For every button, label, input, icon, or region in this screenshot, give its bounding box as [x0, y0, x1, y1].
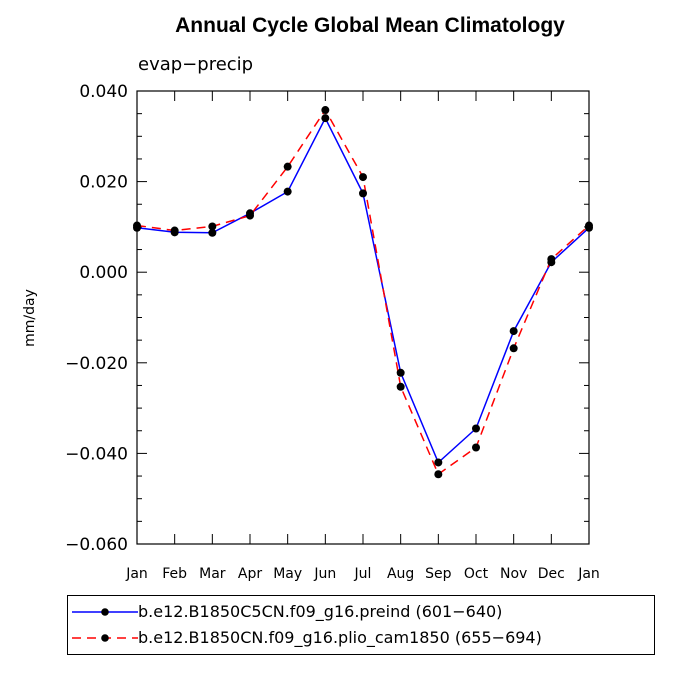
y-tick-label: 0.040 — [79, 82, 128, 102]
x-tick-label: May — [273, 566, 302, 582]
x-tick-label: Feb — [162, 566, 187, 582]
y-tick-label: 0.000 — [79, 263, 128, 283]
x-tick-label: Jan — [577, 566, 600, 582]
x-tick-label: Dec — [538, 566, 565, 582]
data-point-2 — [359, 173, 367, 182]
data-point-1 — [434, 458, 443, 467]
y-tick-label: −0.040 — [65, 444, 128, 464]
data-point-2 — [321, 106, 330, 115]
data-point-2 — [133, 221, 141, 230]
y-tick-label: −0.060 — [65, 535, 128, 555]
x-tick-label: Oct — [464, 566, 489, 582]
x-tick-label: Jul — [354, 566, 372, 582]
legend-item-1: b.e12.B1850C5CN.f09_g16.preind (601−640) — [68, 601, 654, 623]
series-layer — [133, 106, 593, 479]
x-tick-label: Mar — [199, 566, 226, 582]
data-point-1 — [396, 368, 405, 377]
legend-label-1: b.e12.B1850C5CN.f09_g16.preind (601−640) — [138, 602, 503, 621]
y-tick-label: −0.020 — [65, 354, 128, 374]
data-point-1 — [472, 424, 480, 433]
x-tick-label: Nov — [500, 566, 527, 582]
data-point-2 — [283, 162, 292, 171]
data-point-2 — [246, 211, 254, 220]
chart-subtitle: evap−precip — [138, 54, 254, 75]
x-tick-label: Sep — [425, 566, 452, 582]
y-tick-label: 0.020 — [79, 173, 128, 193]
data-point-2 — [208, 222, 217, 231]
data-point-2 — [170, 226, 179, 235]
data-point-1 — [283, 187, 292, 196]
data-point-2 — [396, 382, 405, 391]
legend: b.e12.B1850C5CN.f09_g16.preind (601−640)… — [67, 595, 655, 655]
legend-item-2: b.e12.B1850CN.f09_g16.plio_cam1850 (655−… — [68, 627, 654, 649]
chart-title: Annual Cycle Global Mean Climatology — [175, 14, 565, 37]
plot-area: −0.060 −0.040 −0.020 0.000 0.020 0.040 Jan Feb… — [65, 82, 600, 582]
x-tick-label: Jan — [125, 566, 148, 582]
data-point-2 — [585, 221, 593, 230]
legend-label-2: b.e12.B1850CN.f09_g16.plio_cam1850 (655−… — [138, 628, 542, 647]
data-point-2 — [509, 344, 518, 353]
series-line-2 — [136, 108, 590, 476]
x-tick-label: Apr — [238, 566, 262, 582]
legend-marker-1 — [101, 608, 109, 616]
legend-marker-2 — [101, 634, 109, 642]
x-tick-label: Aug — [387, 566, 414, 582]
series-line-1 — [136, 116, 590, 464]
data-point-2 — [434, 470, 443, 479]
data-point-2 — [547, 255, 556, 264]
data-point-1 — [321, 114, 330, 123]
data-point-2 — [472, 443, 480, 452]
data-point-1 — [208, 228, 217, 237]
y-tick-labels: −0.060 −0.040 −0.020 0.000 0.020 0.040 — [65, 82, 128, 555]
x-tick-labels: Jan Feb Mar Apr May Jun Jul Aug Sep Oct Nov Dec Jan — [125, 566, 600, 582]
data-point-1 — [509, 327, 518, 336]
data-point-1 — [359, 189, 367, 198]
x-tick-label: Jun — [313, 566, 336, 582]
